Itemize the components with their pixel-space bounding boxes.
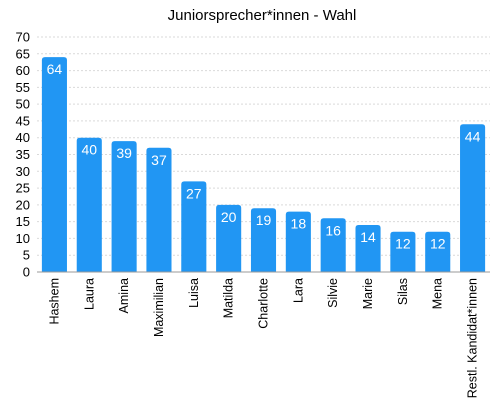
chart-title: Juniorsprecher*innen - Wahl	[168, 7, 357, 24]
y-tick-label: 35	[16, 147, 30, 162]
gridlines	[37, 36, 490, 256]
bar	[216, 204, 242, 272]
y-tick-label: 65	[16, 46, 30, 61]
data-label: 12	[430, 236, 446, 252]
bar	[250, 208, 277, 272]
x-tick-label: Maximilian	[152, 278, 166, 337]
x-tick-label: Luisa	[187, 278, 201, 308]
y-tick-label: 55	[16, 80, 30, 95]
bar	[146, 147, 172, 272]
y-tick-label: 5	[23, 248, 30, 263]
y-tick-label: 20	[16, 197, 30, 212]
data-label: 16	[325, 222, 341, 238]
bar	[390, 231, 416, 272]
x-tick-label: Matilda	[222, 278, 236, 318]
x-tick-label: Restl. Kandidat*innen	[466, 278, 480, 398]
bar	[425, 231, 451, 272]
x-tick-label: Laura	[82, 278, 96, 310]
data-label: 19	[256, 212, 272, 228]
bar	[76, 137, 102, 272]
data-label: 12	[395, 236, 411, 252]
bar	[320, 218, 346, 272]
y-tick-label: 0	[23, 265, 30, 280]
x-tick-label: Amina	[117, 278, 131, 313]
bar	[41, 57, 67, 273]
data-label: 14	[360, 229, 376, 245]
data-label: 18	[291, 216, 307, 232]
data-label: 20	[221, 209, 237, 225]
x-tick-label: Marie	[361, 278, 375, 309]
bars: 64 40 39 37 27 20 19 18 16 14 12 12 44	[41, 57, 486, 273]
y-tick-label: 25	[16, 181, 30, 196]
data-label: 40	[81, 142, 97, 158]
bar	[460, 124, 486, 273]
y-tick-label: 15	[16, 214, 30, 229]
y-tick-label: 40	[16, 130, 30, 145]
y-tick-label: 50	[16, 97, 30, 112]
bar	[111, 141, 137, 272]
y-tick-label: 30	[16, 164, 30, 179]
x-tick-label: Silas	[396, 278, 410, 305]
data-label: 27	[186, 185, 202, 201]
data-label: 37	[151, 152, 167, 168]
x-tick-label: Charlotte	[257, 278, 271, 329]
y-tick-label: 70	[16, 30, 30, 45]
data-label: 44	[465, 128, 481, 144]
bar	[285, 211, 311, 272]
y-tick-label: 45	[16, 113, 30, 128]
y-tick-label: 10	[16, 231, 30, 246]
x-tick-label: Hashem	[47, 278, 61, 325]
bar	[181, 181, 207, 272]
x-tick-label: Lara	[291, 278, 305, 303]
x-tick-label: Silvie	[326, 278, 340, 308]
data-label: 64	[47, 61, 63, 77]
x-axis-ticks: Hashem Laura Amina Maximilian Luisa Matilda Ch…	[47, 278, 479, 398]
x-tick-label: Mena	[431, 278, 445, 309]
bar	[355, 225, 381, 272]
data-label: 39	[116, 145, 132, 161]
y-tick-label: 60	[16, 63, 30, 78]
